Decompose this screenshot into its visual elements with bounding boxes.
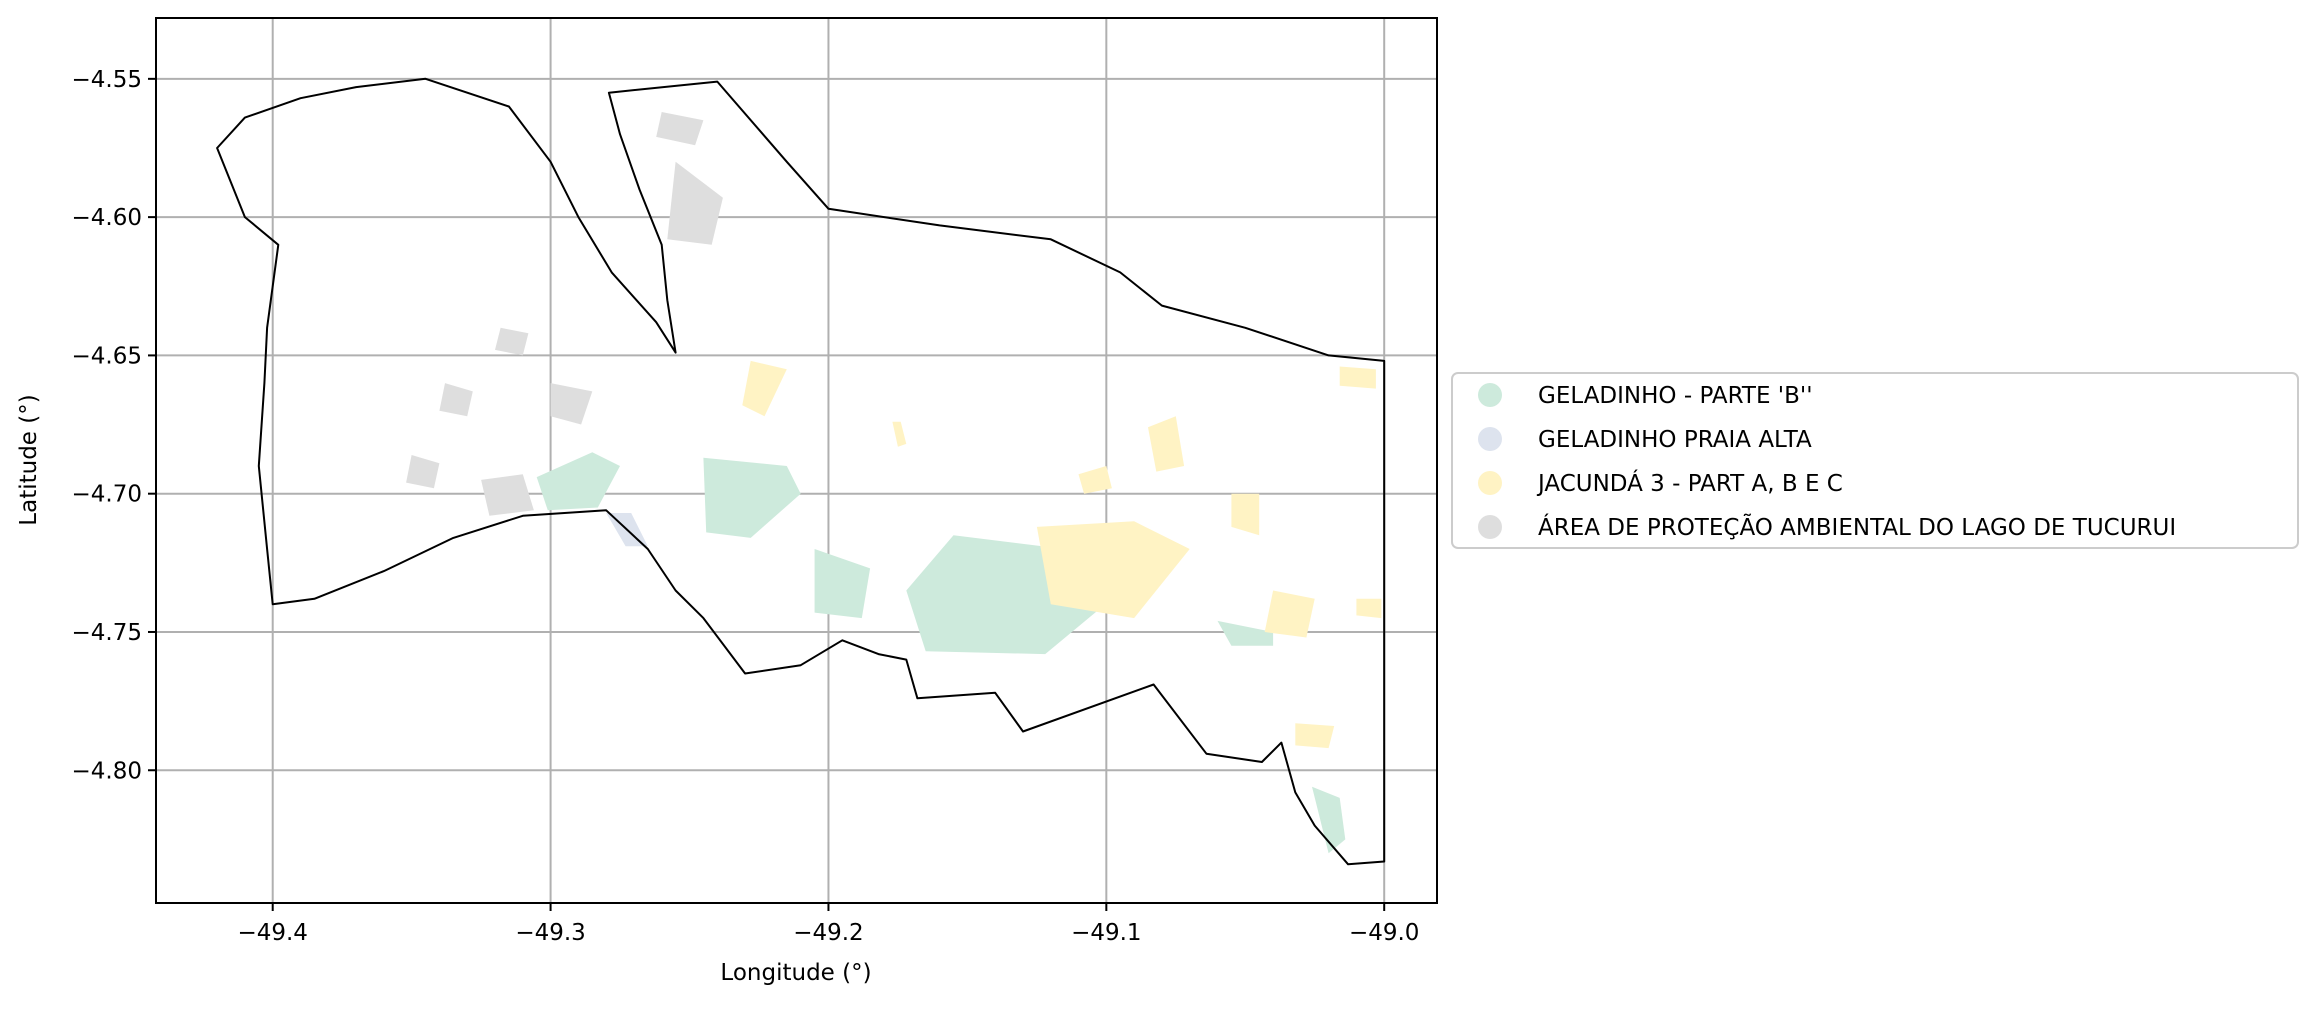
legend-label-2: JACUNDÁ 3 - PART A, B E C <box>1536 469 1843 497</box>
legend-marker-2 <box>1478 471 1502 495</box>
y-tick-label-4: −4.75 <box>72 620 142 646</box>
legend-label-1: GELADINHO PRAIA ALTA <box>1538 427 1812 453</box>
boundary-outline <box>216 77 1386 866</box>
plot-frame <box>155 17 1438 904</box>
y-axis-label: Latitude (°) <box>16 394 42 525</box>
legend-marker-0 <box>1478 383 1502 407</box>
region-polygon-2-3 <box>1148 416 1185 472</box>
region-polygon-0-2 <box>814 549 871 619</box>
region-polygon-3-3 <box>550 383 593 425</box>
legend-marker-1 <box>1478 427 1502 451</box>
region-polygon-0-4 <box>1217 620 1274 646</box>
region-polygon-2-5 <box>1264 590 1315 638</box>
y-tick-label-2: −4.65 <box>72 343 142 369</box>
region-polygon-3-6 <box>495 327 529 356</box>
legend-box <box>1451 372 2299 549</box>
region-polygon-2-7 <box>1295 723 1335 749</box>
legend-label-0: GELADINHO - PARTE 'B'' <box>1538 383 1813 409</box>
x-tick-label-4: −49.0 <box>1349 920 1419 946</box>
x-tick-label-3: −49.1 <box>1071 920 1141 946</box>
region-polygon-3-2 <box>439 383 473 417</box>
x-axis-ticks: −49.4 −49.3 −49.2 −49.1 −49.0 <box>237 903 1419 946</box>
region-polygon-0-0 <box>536 452 620 511</box>
legend-label-3: ÁREA DE PROTEÇÃO AMBIENTAL DO LAGO DE TU… <box>1538 513 2176 541</box>
region-polygon-2-4 <box>1231 493 1260 536</box>
grid-lines <box>156 18 1437 903</box>
x-axis-label: Longitude (°) <box>720 960 871 986</box>
legend-items: GELADINHO - PARTE 'B'' GELADINHO PRAIA AL… <box>1478 383 2176 541</box>
region-polygon-0-5 <box>1312 786 1346 854</box>
region-polygon-2-1 <box>1036 521 1190 619</box>
region-polygon-3-4 <box>481 474 534 516</box>
boundary-polygon <box>216 77 1386 866</box>
legend: GELADINHO - PARTE 'B'' GELADINHO PRAIA AL… <box>1451 372 2299 549</box>
region-polygon-2-0 <box>742 360 787 417</box>
y-axis-ticks: −4.55 −4.60 −4.65 −4.70 −4.75 −4.80 <box>72 67 156 784</box>
region-polygon-2-6 <box>1339 366 1376 389</box>
y-tick-label-0: −4.55 <box>72 67 142 93</box>
region-polygon-2-9 <box>892 421 907 447</box>
x-tick-label-2: −49.2 <box>793 920 863 946</box>
region-polygon-2-2 <box>1078 466 1112 494</box>
region-polygon-3-0 <box>667 161 723 245</box>
y-tick-label-1: −4.60 <box>72 205 142 231</box>
region-polygon-2-8 <box>1356 598 1382 619</box>
legend-marker-3 <box>1478 515 1502 539</box>
region-polygon-0-1 <box>703 457 801 538</box>
region-polygon-3-1 <box>656 112 704 146</box>
y-tick-label-5: −4.80 <box>72 758 142 784</box>
y-tick-label-3: −4.70 <box>72 482 142 508</box>
x-tick-label-1: −49.3 <box>515 920 585 946</box>
region-polygon-3-5 <box>406 455 440 489</box>
x-tick-label-0: −49.4 <box>237 920 307 946</box>
